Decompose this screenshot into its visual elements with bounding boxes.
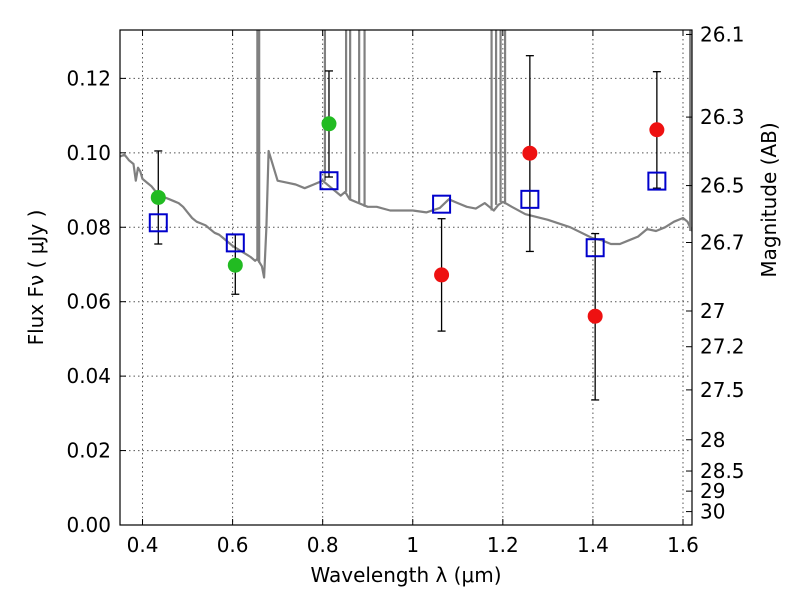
spectrum-line — [120, 149, 692, 279]
y-tick-label: 0.04 — [66, 364, 111, 388]
model-flux-square — [225, 233, 245, 253]
y-tick-label: 0.12 — [66, 66, 111, 90]
y-tick-label: 0.08 — [66, 215, 111, 239]
axis-ticks: 0.4 0.6 0.8 1 1.2 1.4 1.6 0.00 0.02 0.04 0.06 0.08 0… — [66, 22, 744, 557]
mag-tick-label: 27 — [700, 299, 725, 323]
observed-flux-point — [649, 122, 665, 138]
x-tick-label: 1.2 — [487, 533, 519, 557]
mag-tick-label: 30 — [700, 500, 725, 524]
grid-lines — [120, 30, 692, 526]
observed-flux-point — [227, 257, 243, 273]
x-tick-label: 1 — [406, 533, 419, 557]
model-flux-square — [585, 238, 605, 258]
mag-tick-label: 26.3 — [700, 105, 745, 129]
plot-frame — [119, 29, 693, 526]
model-flux-square — [647, 171, 667, 191]
observed-flux-point — [150, 189, 166, 205]
x-tick-label: 1.6 — [667, 533, 699, 557]
mag-tick-label: 29 — [700, 479, 725, 503]
x-tick-label: 0.8 — [307, 533, 339, 557]
observed-flux-point — [587, 308, 603, 324]
x-tick-label: 0.6 — [217, 533, 249, 557]
observed-flux-point — [522, 145, 538, 161]
mag-tick-label: 26.1 — [700, 22, 745, 46]
x-tick-label: 1.4 — [577, 533, 609, 557]
mag-tick-label: 27.5 — [700, 378, 745, 402]
model-flux-square — [432, 194, 452, 214]
model-flux-square — [319, 171, 339, 191]
mag-tick-label: 27.2 — [700, 335, 745, 359]
y-tick-label: 0.06 — [66, 290, 111, 314]
y-axis-title: Flux Fν ( μJy ) — [24, 210, 48, 346]
model-flux-square — [520, 189, 540, 209]
data-points — [148, 55, 667, 401]
mag-tick-label: 28 — [700, 428, 725, 452]
x-tick-label: 0.4 — [127, 533, 159, 557]
model-flux-square — [148, 213, 168, 233]
y-tick-label: 0.02 — [66, 439, 111, 463]
observed-flux-point — [321, 116, 337, 132]
y-tick-label: 0.10 — [66, 141, 111, 165]
observed-flux-point — [434, 267, 450, 283]
mag-tick-label: 26.7 — [700, 231, 745, 255]
mag-tick-label: 26.5 — [700, 174, 745, 198]
y2-axis-title: Magnitude (AB) — [757, 122, 781, 277]
model-spectrum — [120, 30, 692, 279]
x-axis-title: Wavelength λ (μm) — [310, 563, 501, 587]
y-tick-label: 0.00 — [66, 513, 111, 537]
mag-tick-label: 28.5 — [700, 459, 745, 483]
